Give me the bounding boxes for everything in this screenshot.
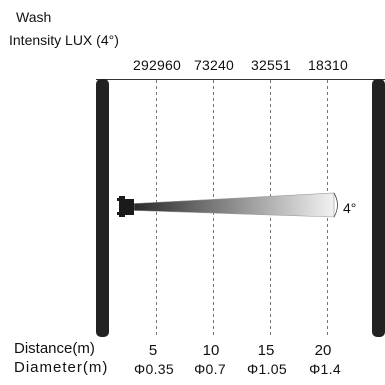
diameter-tick-10: Φ0.7 — [194, 361, 226, 377]
beam-angle-label: 4° — [343, 200, 357, 216]
lux-value-15m: 32551 — [251, 57, 291, 73]
lux-value-20m: 18310 — [308, 57, 348, 73]
light-beam — [133, 192, 335, 218]
distance-axis-label: Distance(m) — [14, 340, 95, 357]
diagram-subtitle: Intensity LUX (4°) — [9, 32, 119, 48]
diameter-tick-20: Φ1.4 — [309, 361, 341, 377]
beam-arc — [333, 192, 338, 218]
lux-value-10m: 73240 — [194, 57, 234, 73]
diameter-tick-5: Φ0.35 — [134, 361, 174, 377]
diagram-title: Wash — [16, 9, 52, 25]
lux-value-5m: 292960 — [133, 57, 181, 73]
diameter-tick-15: Φ1.05 — [247, 361, 287, 377]
distance-tick-5: 5 — [148, 342, 158, 359]
fixture-icon — [117, 196, 134, 217]
distance-tick-10: 10 — [202, 342, 220, 359]
distance-tick-20: 20 — [314, 342, 332, 359]
left-wall — [96, 79, 109, 337]
right-wall — [372, 79, 385, 337]
diameter-axis-label: Diameter(m) — [14, 359, 109, 376]
distance-tick-15: 15 — [257, 342, 275, 359]
